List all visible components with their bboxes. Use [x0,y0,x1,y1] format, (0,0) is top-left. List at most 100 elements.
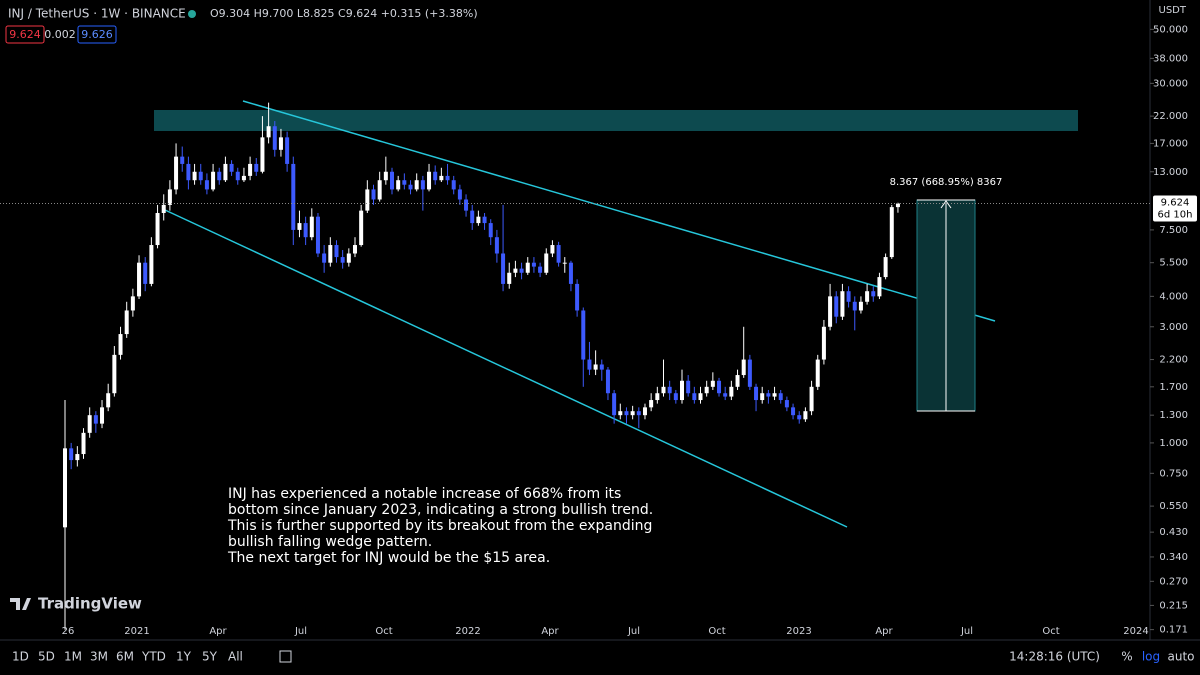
ask: 9.626 [81,28,113,41]
candle-body [328,245,333,263]
candle-body [482,216,487,224]
candle-body [889,207,894,258]
ask-box[interactable] [77,25,117,44]
range-button[interactable]: 6M [116,650,134,664]
last-price-bg [1153,195,1197,222]
candle-body [427,171,432,190]
candle-body [704,386,709,394]
time-label: Oct [375,626,392,637]
candle-body [63,448,67,528]
candle-body [87,415,92,433]
auto-toggle[interactable]: auto [1167,650,1194,664]
percent-toggle[interactable]: % [1121,650,1132,664]
candle-body [871,291,876,297]
last-price-label: 9.624 [1161,198,1190,209]
candle-body [124,310,129,335]
range-button[interactable]: 1D [12,650,29,664]
candle-body [488,223,493,238]
candle-body [186,163,191,181]
bottom-toolbar: 1D 5D 1M 3M 6M YTD 1Y 5Y All [12,650,292,664]
candle-body [877,277,882,297]
candle-body [235,171,240,181]
y-tick-label: 13.000 [1153,167,1188,178]
candle-body [278,137,283,150]
y-tick-label: 5.500 [1159,258,1188,269]
log-toggle[interactable]: log [1142,650,1160,664]
range-button[interactable]: 5Y [202,650,218,664]
time-label: Jul [294,626,307,637]
candle-body [217,171,222,181]
date-range-icon[interactable] [279,650,292,663]
candle-body [883,257,888,278]
y-tick-label: 0.430 [1159,527,1188,538]
range-button[interactable]: 3M [90,650,108,664]
wedge-lower-line [164,209,848,528]
candle-body [741,359,746,376]
candle-body [501,253,506,284]
time-label: Jul [960,626,973,637]
candle-body [322,253,327,263]
currency-label: USDT [1159,5,1187,16]
candle-body [174,156,179,190]
time-label: 2022 [455,626,480,637]
candle-body [285,137,290,164]
candle-body [680,380,684,401]
time-label: Jul [627,626,640,637]
time-label: Apr [541,626,559,637]
candle-body [895,203,900,208]
bid-box[interactable] [5,25,45,44]
candle-body [192,171,197,181]
candle-body [346,253,351,263]
candle-body [587,359,592,370]
candle-body [297,223,302,230]
candle-body [815,359,820,387]
candle-body [93,415,98,424]
range-button[interactable]: YTD [141,650,166,664]
clock: 14:28:16 (UTC) [1009,650,1100,664]
y-tick-label: 1.000 [1159,438,1188,449]
candle-body [340,257,345,263]
candle-body [624,411,629,416]
candle-body [618,411,623,416]
candle-body [772,393,777,397]
candle-body [513,268,518,273]
candle-body [414,180,419,190]
candle-body [599,364,604,370]
candle-body [248,163,253,176]
candle-body [538,266,543,273]
candle-body [130,296,135,311]
price-axis: 50.000 38.000 30.000 22.000 17.000 13.000 7.50… [1150,24,1188,636]
candle-body [211,171,216,190]
annotation-line: This is further supported by its breakou… [227,518,652,534]
measure-label: 8.367 (668.95%) 8367 [890,177,1003,188]
range-button[interactable]: 1Y [176,650,192,664]
candle-body [754,386,759,401]
candle-body [457,189,462,200]
candle-body [359,210,364,246]
y-tick-label: 38.000 [1153,53,1188,64]
candle-body [118,334,123,355]
candle-body [797,415,802,420]
range-button[interactable]: 1M [64,650,82,664]
candle-body [198,171,203,181]
y-tick-label: 0.171 [1159,625,1188,636]
candle-body [778,393,783,401]
range-button[interactable]: 5D [38,650,55,664]
bid: 9.624 [9,28,41,41]
candle-body [149,245,154,284]
last-price-box: 9.624 6d 10h [1153,195,1197,222]
candle-body [698,393,703,401]
candle-body [494,237,499,254]
candle-body [649,400,654,408]
candle-body [371,189,376,200]
symbol-title: INJ / TetherUS · 1W · BINANCE [8,7,186,21]
annotation-line: bullish falling wedge pattern. [228,534,432,550]
y-tick-label: 2.200 [1159,355,1188,366]
candle-body [470,210,475,224]
range-button[interactable]: All [228,650,243,664]
candle-body [655,393,660,401]
candle-body [100,407,105,424]
candle-body [420,180,425,190]
y-tick-label: 22.000 [1153,111,1188,122]
